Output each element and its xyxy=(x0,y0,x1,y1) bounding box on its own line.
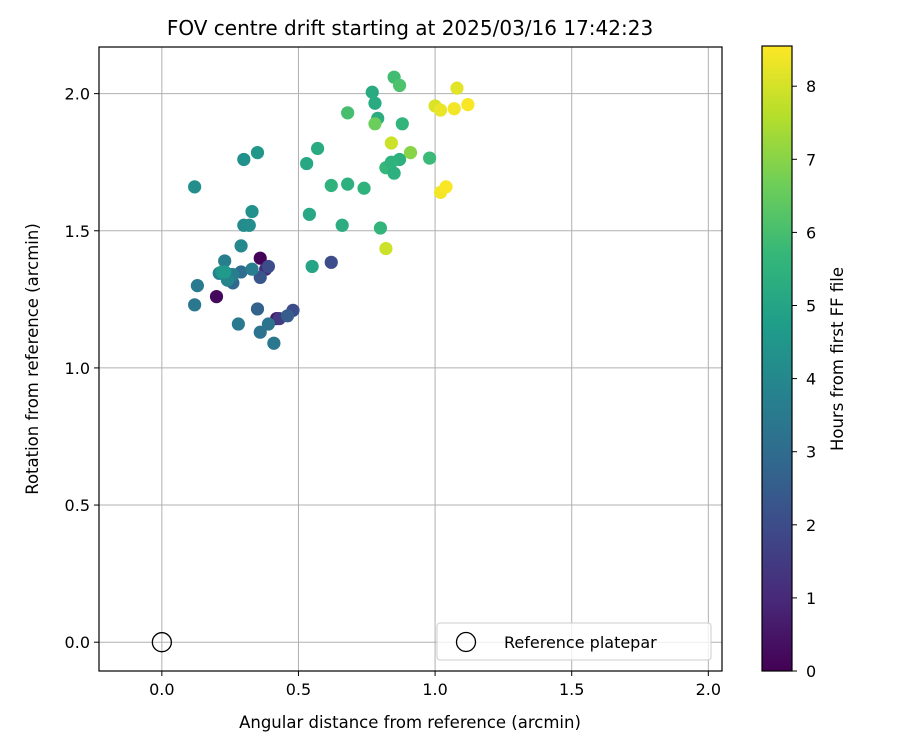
reference-point-marker xyxy=(151,632,172,653)
data-point xyxy=(261,317,276,331)
colorbar-tick-label: 3 xyxy=(806,443,816,462)
data-point xyxy=(218,254,232,268)
y-tick-label: 2.0 xyxy=(65,85,90,104)
data-point xyxy=(368,96,382,110)
x-tick-label: 1.0 xyxy=(422,680,447,699)
plot-frame xyxy=(98,46,723,672)
y-axis-title: Rotation from reference (arcmin) xyxy=(23,223,42,495)
data-point xyxy=(245,204,259,219)
data-point xyxy=(234,239,248,253)
data-point xyxy=(250,302,265,316)
data-point xyxy=(188,298,202,312)
y-tick-label: 1.5 xyxy=(65,222,90,241)
data-points xyxy=(188,70,475,350)
data-point xyxy=(324,178,338,193)
data-point xyxy=(324,255,338,269)
y-tick-label: 0.5 xyxy=(65,496,90,515)
data-point xyxy=(280,309,295,323)
x-tick-label: 0.0 xyxy=(149,680,174,699)
y-tick-label: 1.0 xyxy=(65,359,90,378)
data-point xyxy=(368,117,382,131)
data-point xyxy=(341,177,355,191)
data-point xyxy=(300,156,314,171)
data-point xyxy=(310,141,325,156)
colorbar-gradient xyxy=(761,45,793,672)
y-tick-label: 0.0 xyxy=(65,633,90,652)
data-point xyxy=(395,117,409,131)
data-point xyxy=(231,317,245,331)
colorbar-tick-label: 4 xyxy=(806,370,816,389)
data-point xyxy=(302,207,316,221)
data-point xyxy=(447,102,461,116)
data-point xyxy=(253,270,267,284)
colorbar-ticks: 0 1 2 3 4 5 6 7 8 xyxy=(792,77,816,681)
colorbar-tick-label: 7 xyxy=(806,150,816,169)
data-point xyxy=(450,81,464,95)
chart-title: FOV centre drift starting at 2025/03/16 … xyxy=(167,16,653,40)
colorbar-tick-label: 0 xyxy=(806,662,816,681)
data-point xyxy=(261,259,276,274)
grid-lines xyxy=(99,47,722,671)
data-point xyxy=(209,290,224,304)
colorbar: 0 1 2 3 4 5 6 7 8 Hours from first FF file xyxy=(761,45,847,681)
data-point xyxy=(305,259,319,274)
reference-layer xyxy=(151,632,172,653)
data-point xyxy=(403,146,418,160)
colorbar-title: Hours from first FF file xyxy=(828,267,847,451)
data-point xyxy=(237,152,251,167)
data-point xyxy=(190,279,204,293)
x-axis-title: Angular distance from reference (arcmin) xyxy=(239,713,581,732)
colorbar-tick-label: 5 xyxy=(806,297,816,316)
x-tick-label: 0.5 xyxy=(286,680,311,699)
legend-label-reference: Reference platepar xyxy=(504,633,657,652)
data-point xyxy=(357,181,371,195)
data-point xyxy=(379,242,393,256)
data-point xyxy=(242,218,256,232)
data-point xyxy=(373,221,388,235)
data-point xyxy=(439,180,453,194)
data-point xyxy=(250,146,265,160)
legend-marker-reference xyxy=(455,631,477,653)
data-point xyxy=(253,251,267,265)
legend: Reference platepar xyxy=(436,622,712,661)
colorbar-tick-label: 2 xyxy=(806,516,816,535)
data-point xyxy=(365,85,379,99)
data-point xyxy=(188,180,202,194)
x-tick-label: 2.0 xyxy=(696,680,721,699)
data-point xyxy=(423,151,437,165)
data-point xyxy=(218,265,232,279)
data-point xyxy=(267,336,281,350)
data-point xyxy=(341,106,355,120)
colorbar-tick-label: 6 xyxy=(806,223,816,242)
data-point xyxy=(335,218,349,232)
data-point xyxy=(433,103,448,117)
data-point xyxy=(245,262,259,276)
data-point xyxy=(392,78,407,92)
colorbar-tick-label: 1 xyxy=(806,589,816,608)
legend-box xyxy=(436,622,712,661)
data-point xyxy=(387,166,401,180)
y-axis-ticks: 0.0 0.5 1.0 1.5 2.0 xyxy=(65,85,99,652)
data-point xyxy=(461,98,475,112)
data-point xyxy=(384,155,398,169)
x-axis-ticks: 0.0 0.5 1.0 1.5 2.0 xyxy=(149,671,721,699)
data-point xyxy=(253,325,267,339)
colorbar-tick-label: 8 xyxy=(806,77,816,96)
x-tick-label: 1.5 xyxy=(559,680,584,699)
data-point xyxy=(384,136,398,150)
